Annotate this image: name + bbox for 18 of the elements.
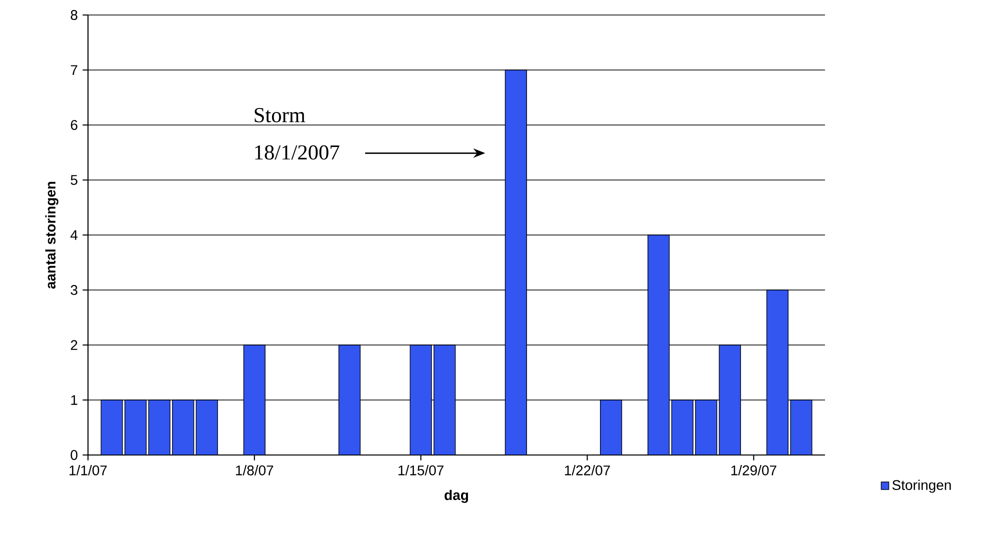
x-tick-label: 1/22/07 [564, 465, 610, 476]
x-tick-label: 1/1/07 [70, 465, 107, 476]
y-tick-label: 5 [70, 175, 78, 185]
y-tick-label: 7 [70, 65, 78, 75]
y-tick-label: 3 [70, 285, 78, 295]
y-tick-label: 1 [71, 395, 78, 405]
y-tick-label: 8 [70, 10, 78, 20]
y-tick-label: 4 [70, 230, 78, 240]
y-axis-title: aantal storingen [45, 182, 58, 289]
x-tick-label: 1/15/07 [398, 465, 444, 476]
legend-label: Storingen [892, 480, 951, 493]
x-tick-label: 1/29/07 [731, 465, 776, 476]
x-tick-label: 1/8/07 [236, 465, 274, 476]
y-tick-label: 0 [70, 450, 78, 460]
y-tick-label: 2 [70, 340, 78, 350]
annotation: Storm 18/1/2007 [254, 108, 340, 160]
x-axis-title: dag [444, 490, 468, 503]
y-tick-label: 6 [70, 120, 78, 130]
